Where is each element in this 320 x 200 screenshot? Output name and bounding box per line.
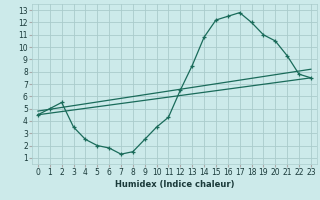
X-axis label: Humidex (Indice chaleur): Humidex (Indice chaleur) [115, 180, 234, 189]
